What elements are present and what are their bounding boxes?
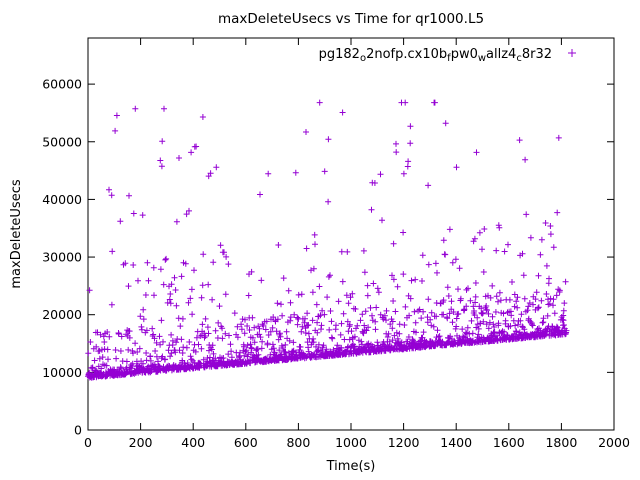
legend: pg182o2nofp.cx10bfpw0wallz4c8r32 (319, 47, 576, 64)
chart-title: maxDeleteUsecs vs Time for qr1000.L5 (218, 11, 484, 27)
y-tick-label: 60000 (42, 77, 82, 92)
x-tick-label: 800 (286, 435, 310, 450)
y-tick-label: 50000 (42, 134, 82, 149)
x-tick-label: 200 (129, 435, 153, 450)
legend-label-segment: allz4 (486, 47, 516, 62)
data-points-series (85, 99, 570, 381)
y-tick-label: 20000 (42, 307, 82, 322)
y-tick-label: 0 (74, 423, 82, 438)
x-tick-label: 1600 (493, 435, 525, 450)
y-tick-label: 30000 (42, 250, 82, 265)
x-tick-label: 1000 (335, 435, 367, 450)
scatter-plus-markers (85, 99, 570, 381)
y-tick-label: 10000 (42, 365, 82, 380)
legend-label-subscript: w (478, 53, 486, 64)
legend-label-subscript: f (447, 53, 451, 64)
x-tick-label: 600 (234, 435, 258, 450)
x-tick-label: 0 (84, 435, 92, 450)
x-tick-label: 400 (181, 435, 205, 450)
x-tick-label: 1800 (545, 435, 577, 450)
x-tick-label: 1200 (388, 435, 420, 450)
legend-label-segment: 2nofp.cx10b (366, 47, 447, 62)
x-tick-label: 1400 (440, 435, 472, 450)
legend-label-segment: pw0 (451, 47, 478, 62)
axis-ticks (87, 38, 615, 431)
legend-label: pg182o2nofp.cx10bfpw0wallz4c8r32 (319, 47, 552, 64)
legend-label-segment: 8r32 (522, 47, 552, 62)
legend-label-subscript: c (516, 53, 522, 64)
y-axis-label: maxDeleteUsecs (9, 179, 24, 288)
x-axis-label: Time(s) (326, 459, 376, 474)
x-tick-label: 2000 (598, 435, 630, 450)
y-tick-label: 40000 (42, 192, 82, 207)
legend-label-segment: pg182 (319, 47, 360, 62)
legend-marker-icon (568, 49, 576, 57)
legend-label-subscript: o (360, 53, 366, 64)
axis-tick-labels: 0 200 400 600 800 1000 1200 1400 1600 1800 2000010… (42, 77, 630, 450)
